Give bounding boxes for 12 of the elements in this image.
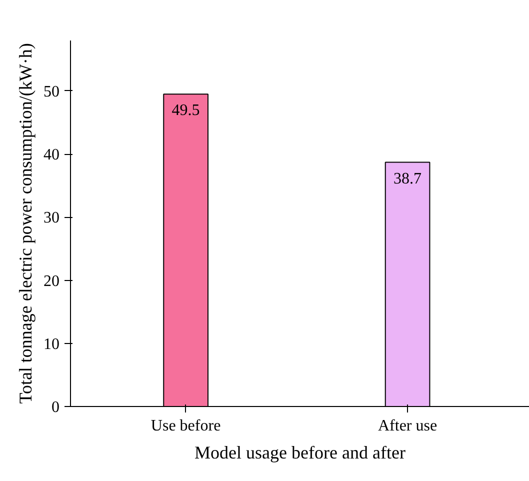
- y-tick-label: 20: [44, 272, 60, 290]
- y-tick-label: 40: [44, 146, 60, 164]
- y-axis-title: Total tonnage electric power consumption/(kW·h): [16, 43, 36, 404]
- x-axis-title: Model usage before and after: [194, 442, 406, 462]
- y-tick-label: 50: [44, 83, 60, 100]
- data-label: 49.5: [172, 102, 200, 120]
- data-label: 38.7: [394, 170, 422, 188]
- x-tick-label: Use before: [150, 418, 221, 434]
- y-tick-label: 30: [44, 210, 60, 227]
- y-tick-label: 10: [44, 336, 60, 353]
- y-tick-label: 0: [52, 399, 60, 416]
- x-tick-label: After use: [378, 418, 438, 434]
